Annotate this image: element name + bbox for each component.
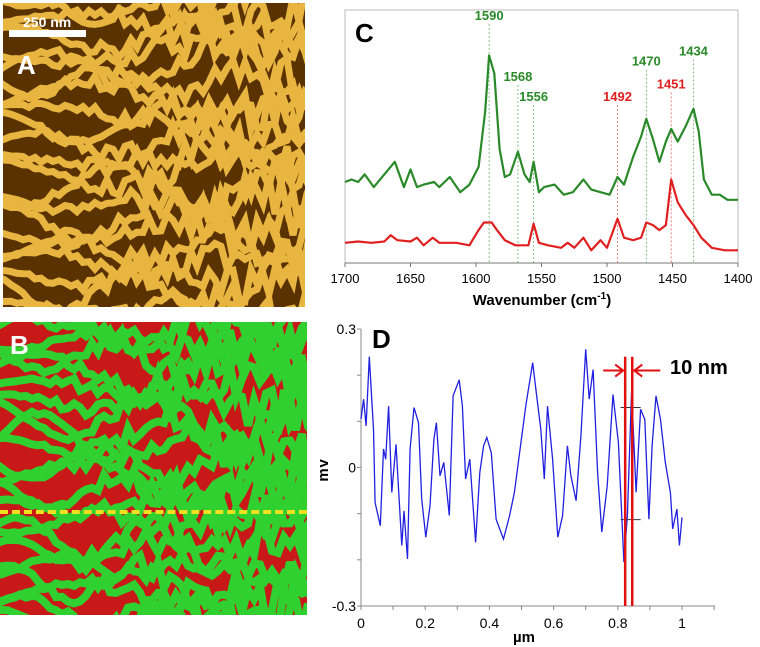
profile-line-dashed <box>0 510 307 514</box>
x-tick-label: 1400 <box>724 271 753 286</box>
peak-label: 1492 <box>603 89 632 104</box>
peak-label: 1470 <box>632 54 661 69</box>
stripe <box>3 283 305 307</box>
x-axis-label: µm <box>513 629 535 646</box>
stripe <box>3 254 305 307</box>
stripe <box>0 576 307 615</box>
stripe <box>3 3 305 40</box>
scale-bar <box>9 30 86 37</box>
panel-label-a: A <box>17 50 36 80</box>
panel-b: B <box>0 322 307 615</box>
width-annotation: 10 nm <box>670 357 728 379</box>
afm-topography-image <box>3 3 305 307</box>
peak-label: 1556 <box>519 89 548 104</box>
profile-line <box>360 349 683 563</box>
left-arrow-head-icon <box>614 363 625 378</box>
x-tick-label: 1450 <box>658 271 687 286</box>
y-tick-label: 0.3 <box>337 321 357 337</box>
x-axis-label: Wavenumber (cm-1) <box>473 291 611 309</box>
chemical-map-image <box>0 322 307 615</box>
x-tick-label: 0.4 <box>480 615 500 631</box>
green-spectrum-line <box>344 54 738 201</box>
stripe <box>0 499 307 572</box>
x-tick-label: 0.8 <box>608 615 628 631</box>
stripe <box>3 69 305 142</box>
stripe <box>3 155 305 230</box>
stripe <box>0 428 307 499</box>
stripe <box>0 383 307 473</box>
stripe <box>3 3 250 24</box>
x-tick-label: 1600 <box>462 271 491 286</box>
stripe <box>0 522 307 581</box>
panel-a: 250 nm A <box>3 3 305 307</box>
x-tick-label: 1500 <box>593 271 622 286</box>
right-arrow-head-icon <box>632 363 643 378</box>
spectrum-chart: C 1590 1568 1556 1492 1470 1451 1434 1700 1650 1… <box>331 8 753 309</box>
red-spectrum-line <box>344 178 738 252</box>
peak-label: 1451 <box>657 76 686 91</box>
stripe <box>0 581 307 615</box>
x-tick-label: 0 <box>357 615 365 631</box>
stripe-pattern <box>0 322 307 615</box>
y-tick-label: -0.3 <box>332 598 356 614</box>
stripe <box>0 351 307 413</box>
x-tick-label: 1550 <box>527 271 556 286</box>
y-tick-label: 0 <box>348 460 356 476</box>
scale-bar-label: 250 nm <box>23 14 72 30</box>
peak-label: 1590 <box>475 8 504 23</box>
panel-label-d: D <box>372 324 391 354</box>
stripe <box>3 3 305 54</box>
x-tick-label: 1650 <box>396 271 425 286</box>
x-tick-label: 0.2 <box>415 615 435 631</box>
peak-label: 1434 <box>679 44 709 59</box>
profile-chart: D 0 0.2 0.4 0.6 0.8 10.30-0.3 mV µm 10 nm <box>320 321 728 646</box>
x-tick-label: 1700 <box>331 271 360 286</box>
stripe-pattern <box>3 3 305 307</box>
stripe <box>3 52 305 116</box>
x-tick-label: 1 <box>678 615 686 631</box>
x-tick-label: 0.6 <box>544 615 564 631</box>
peak-label: 1568 <box>503 69 532 84</box>
panel-label-b: B <box>10 330 29 360</box>
stripe <box>3 24 305 111</box>
y-axis-label: mV <box>320 458 332 481</box>
panel-label-c: C <box>355 18 374 48</box>
